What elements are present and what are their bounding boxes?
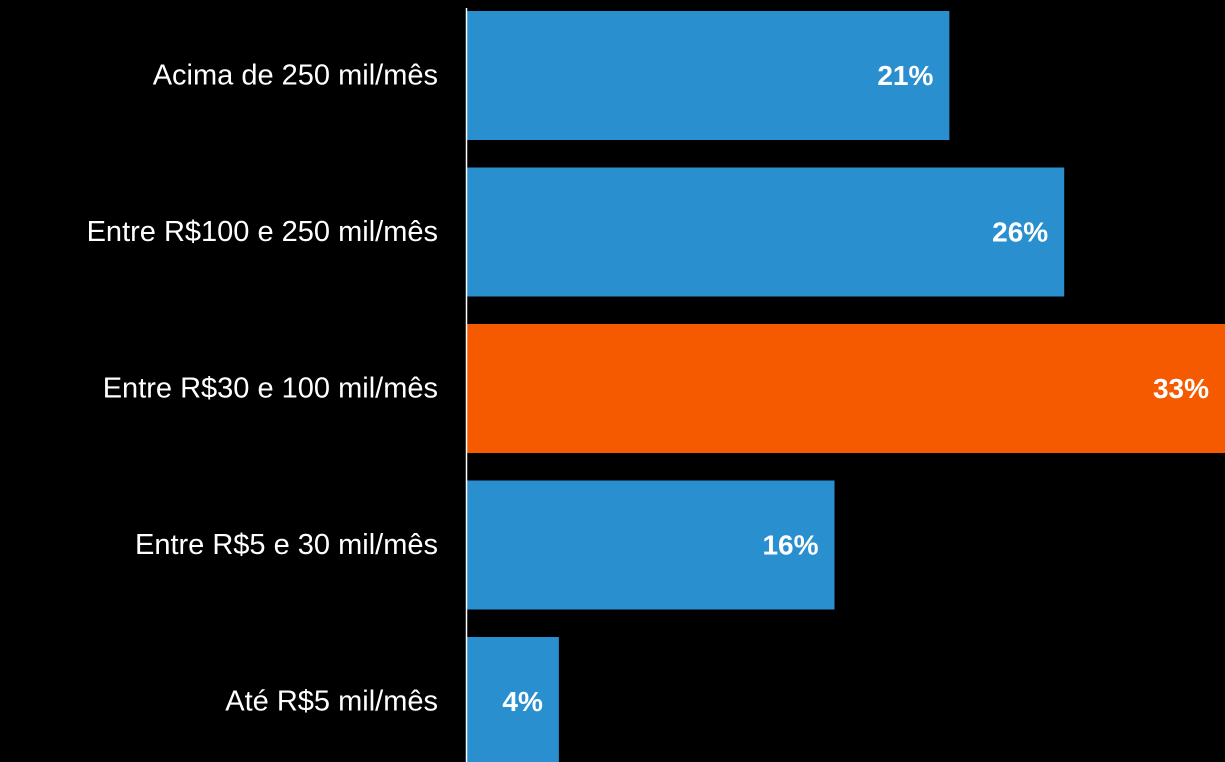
bar-0: [467, 11, 950, 140]
value-label-1: 26%: [992, 217, 1048, 248]
category-label-1: Entre R$100 e 250 mil/mês: [87, 216, 438, 248]
value-label-2: 33%: [1153, 373, 1209, 404]
bar-4: [467, 637, 559, 762]
bars-layer: 21% 26% 33% 16% 4%: [467, 11, 1225, 762]
category-label-2: Entre R$30 e 100 mil/mês: [103, 373, 438, 405]
category-label-3: Entre R$5 e 30 mil/mês: [135, 529, 438, 561]
value-label-4: 4%: [502, 686, 543, 717]
value-label-3: 16%: [762, 530, 818, 561]
category-label-0: Acima de 250 mil/mês: [153, 60, 438, 92]
value-label-0: 21%: [877, 60, 933, 91]
bar-3: [467, 480, 835, 610]
category-label-4: Até R$5 mil/mês: [225, 686, 438, 718]
bar-1: [467, 167, 1065, 297]
bar-2: [467, 324, 1225, 453]
category-labels-layer: Acima de 250 mil/mês Entre R$100 e 250 mi…: [87, 60, 438, 718]
